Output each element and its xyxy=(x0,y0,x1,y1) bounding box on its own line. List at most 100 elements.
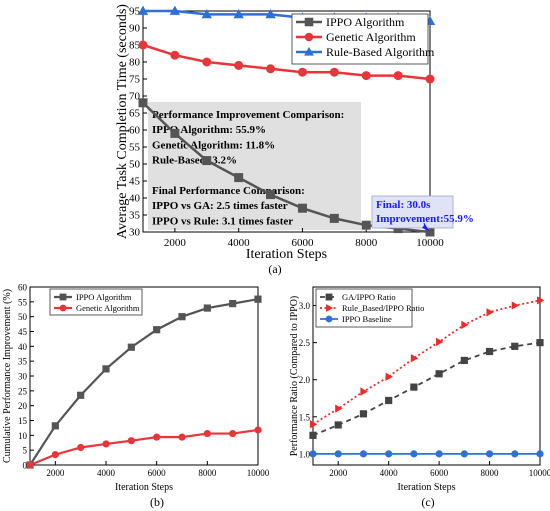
y-tick-label: 20 xyxy=(18,401,28,411)
legend-entry: GA/IPPO Ratio xyxy=(342,292,396,302)
annotation-line: Performance Improvement Comparison: xyxy=(152,109,344,121)
series-line xyxy=(29,428,259,467)
final-callout-arrowhead xyxy=(422,224,429,231)
data-point xyxy=(51,451,59,459)
final-callout: Final: 30.0s Improvement:55.9% xyxy=(371,195,474,231)
data-point xyxy=(51,422,59,430)
legend-marker xyxy=(304,46,314,56)
data-point xyxy=(536,339,544,347)
x-tick-label: 8000 xyxy=(198,468,217,478)
annotation-line: IPPO Algorithm: 55.9% xyxy=(152,124,266,136)
data-point xyxy=(460,450,468,458)
annotation-background xyxy=(148,102,361,230)
y-tick-label: 60 xyxy=(18,283,28,293)
y-tick-label: 30 xyxy=(129,227,141,239)
panel-a-chart: Performance Improvement Comparison: IPPO … xyxy=(115,4,474,262)
data-point xyxy=(201,9,212,19)
x-tick-label: 8000 xyxy=(481,468,500,478)
data-point xyxy=(309,431,317,439)
y-tick-label: 55 xyxy=(129,142,141,154)
data-point xyxy=(460,356,468,365)
data-point xyxy=(309,420,318,429)
data-point xyxy=(127,343,135,351)
series-genetic-algorithm xyxy=(26,426,262,469)
data-point xyxy=(234,60,244,70)
panel-label-b: (b) xyxy=(150,495,164,509)
legend-entry: IPPO Algorithm xyxy=(76,292,132,302)
data-point xyxy=(511,342,519,350)
legend-marker xyxy=(326,304,334,312)
data-point xyxy=(169,5,181,15)
y-tick-label: 3.0 xyxy=(299,301,311,311)
y-tick-label: 2.0 xyxy=(299,375,311,385)
annotation-line: Genetic Algorithm: 11.8% xyxy=(152,139,275,151)
x-axis-title: Iteration Steps xyxy=(246,247,327,262)
data-point xyxy=(425,227,435,237)
data-point xyxy=(361,71,371,81)
data-point xyxy=(385,372,393,381)
y-tick-label: 50 xyxy=(129,159,141,171)
legend-marker xyxy=(304,32,314,42)
data-point xyxy=(309,450,317,458)
data-point xyxy=(511,450,519,458)
data-point xyxy=(393,71,403,81)
y-axis-title: Cumulative Performance Improvement (%) xyxy=(2,289,13,463)
data-point xyxy=(410,450,418,458)
x-tick-label: 6000 xyxy=(148,468,167,478)
data-point xyxy=(536,450,544,458)
legend-marker xyxy=(304,17,314,27)
y-tick-label: 70 xyxy=(129,91,141,103)
data-point xyxy=(102,365,110,373)
data-point xyxy=(127,437,135,445)
y-tick-label: 90 xyxy=(129,23,141,35)
y-tick-label: 30 xyxy=(18,372,28,382)
data-point xyxy=(229,429,237,438)
series-genetic-algorithm xyxy=(138,40,435,84)
y-tick-label: 65 xyxy=(129,108,141,120)
series-line xyxy=(312,341,541,437)
data-point xyxy=(254,426,262,434)
panel-label-a: (a) xyxy=(268,262,281,276)
data-point xyxy=(334,450,342,458)
data-point xyxy=(385,396,393,405)
legend-entry: Genetic Algorithm xyxy=(76,303,140,313)
data-point xyxy=(178,313,186,321)
data-point xyxy=(234,173,244,183)
y-tick-label: 1.5 xyxy=(299,412,311,422)
data-point xyxy=(329,67,339,77)
legend-entry: Rule-Based Algorithm xyxy=(326,45,435,59)
y-tick-label: 0 xyxy=(23,461,28,471)
data-point xyxy=(361,220,371,230)
data-point xyxy=(485,347,494,356)
data-point xyxy=(77,391,85,399)
annotation-line: IPPO vs Rule: 3.1 times faster xyxy=(152,215,293,227)
data-point xyxy=(202,156,212,166)
legend-marker xyxy=(59,304,67,312)
series-ga-ippo-ratio xyxy=(309,339,544,439)
y-tick-label: 95 xyxy=(129,6,141,18)
data-point xyxy=(536,296,545,305)
y-tick-label: 35 xyxy=(129,210,141,222)
data-point xyxy=(233,9,244,19)
x-tick-label: 4000 xyxy=(380,468,399,478)
data-point xyxy=(153,433,161,441)
y-tick-label: 15 xyxy=(18,416,28,426)
legend-box xyxy=(49,288,143,316)
annotation-box: Performance Improvement Comparison: IPPO … xyxy=(148,102,361,230)
data-point xyxy=(297,203,307,213)
annotation-line: Rule-Based: 3.2% xyxy=(152,155,237,167)
data-point xyxy=(77,443,85,452)
data-point xyxy=(170,50,180,60)
y-axis-title: Performance Ratio (Compared to IPPO) xyxy=(289,296,300,457)
y-tick-label: 80 xyxy=(129,57,141,69)
data-point xyxy=(102,440,110,448)
series-line xyxy=(312,299,541,425)
legend-entry: IPPO Baseline xyxy=(342,314,392,324)
data-point xyxy=(435,370,443,378)
legend-entry: IPPO Algorithm xyxy=(326,15,405,29)
x-tick-label: 10000 xyxy=(529,468,550,478)
data-point xyxy=(138,40,148,50)
series-ippo-baseline xyxy=(309,450,544,458)
panel-c-chart: 2000 4000 6000 8000 10000 1.0 1.5 2.0 2.5 3.0 Iter… xyxy=(289,286,550,493)
